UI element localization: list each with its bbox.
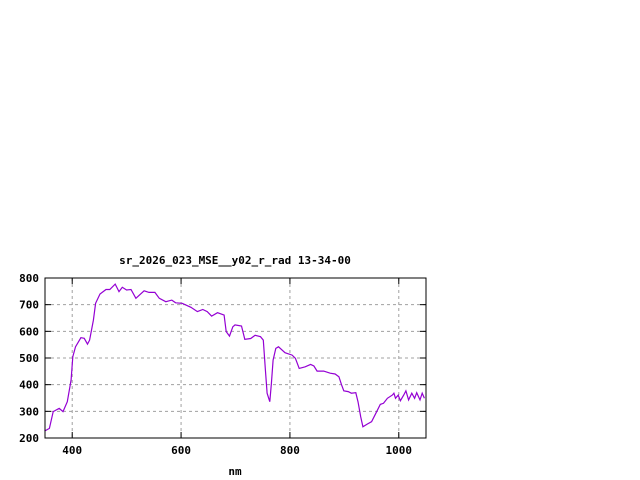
y-tick-label: 600 bbox=[19, 325, 39, 338]
x-tick-label: 400 bbox=[62, 444, 82, 457]
y-tick-label: 400 bbox=[19, 379, 39, 392]
y-tick-label: 700 bbox=[19, 299, 39, 312]
y-tick-label: 200 bbox=[19, 432, 39, 445]
grid bbox=[45, 278, 426, 438]
x-tick-label: 1000 bbox=[386, 444, 413, 457]
plot-frame bbox=[44, 277, 427, 439]
x-axis-label: nm bbox=[228, 465, 242, 478]
x-tick-label: 600 bbox=[171, 444, 191, 457]
chart-title: sr_2026_023_MSE__y02_r_rad 13-34-00 bbox=[119, 254, 351, 267]
axis-ticks: 200 300 400 500 600 700 800 400 600 800 1000 bbox=[19, 272, 426, 457]
y-tick-label: 500 bbox=[19, 352, 39, 365]
y-tick-label: 300 bbox=[19, 405, 39, 418]
x-tick-label: 800 bbox=[280, 444, 300, 457]
y-tick-label: 800 bbox=[19, 272, 39, 285]
series-line bbox=[44, 283, 425, 432]
